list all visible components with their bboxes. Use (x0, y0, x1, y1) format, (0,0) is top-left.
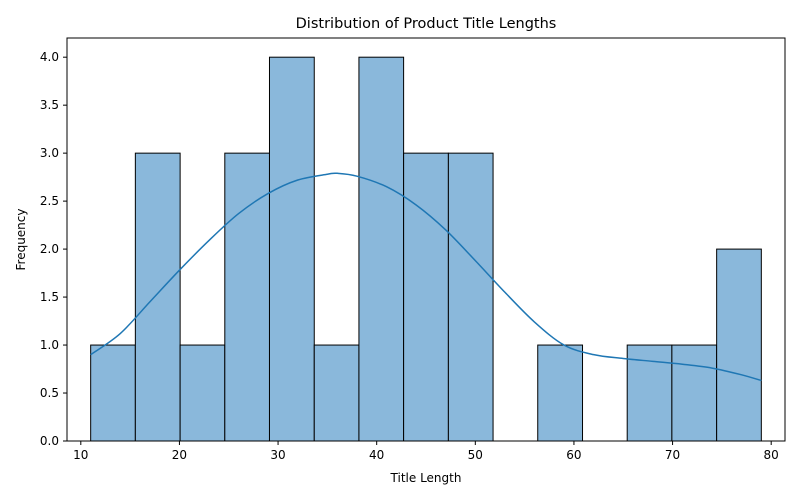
x-axis-label: Title Length (390, 471, 462, 485)
y-tick-label: 3.0 (40, 146, 59, 160)
x-tick-label: 40 (369, 448, 384, 462)
histogram-bar-7 (403, 152, 449, 442)
chart-title: Distribution of Product Title Lengths (296, 16, 557, 32)
histogram-bar-2 (179, 344, 226, 442)
y-tick-label: 4.0 (40, 50, 59, 64)
plot-frame (66, 37, 786, 442)
histogram-bar-13 (671, 344, 718, 442)
x-tick-label: 10 (73, 448, 88, 462)
x-tick-label: 50 (468, 448, 483, 462)
histogram-bar-5 (313, 344, 360, 442)
histogram-bar-6 (358, 56, 405, 442)
y-axis-label: Frequency (14, 209, 28, 271)
x-tick-label: 70 (665, 448, 680, 462)
x-tick-label: 80 (764, 448, 779, 462)
y-tick-label: 2.0 (40, 242, 59, 256)
histogram-bar-4 (268, 56, 315, 442)
bars-layer (90, 56, 762, 442)
x-tick-label: 30 (270, 448, 285, 462)
x-axis-ticks: 10 20 30 40 50 60 70 80 (73, 441, 779, 462)
y-tick-label: 0.5 (40, 386, 59, 400)
histogram-bar-3 (224, 152, 270, 442)
y-tick-label: 1.0 (40, 338, 59, 352)
histogram-bar-14 (716, 248, 762, 442)
y-tick-label: 3.5 (40, 98, 59, 112)
y-tick-label: 2.5 (40, 194, 59, 208)
y-axis-ticks: 0.0 0.5 1.0 1.5 2.0 2.5 3.0 3.5 4.0 (40, 50, 67, 448)
histogram-bar-1 (134, 152, 181, 442)
y-tick-label: 1.5 (40, 290, 59, 304)
histogram-bar-0 (90, 344, 136, 442)
y-tick-label: 0.0 (40, 434, 59, 448)
kde-line (90, 172, 762, 382)
histogram-bar-10 (537, 344, 584, 442)
x-tick-label: 20 (172, 448, 187, 462)
histogram-bar-8 (447, 152, 494, 442)
x-tick-label: 60 (566, 448, 581, 462)
